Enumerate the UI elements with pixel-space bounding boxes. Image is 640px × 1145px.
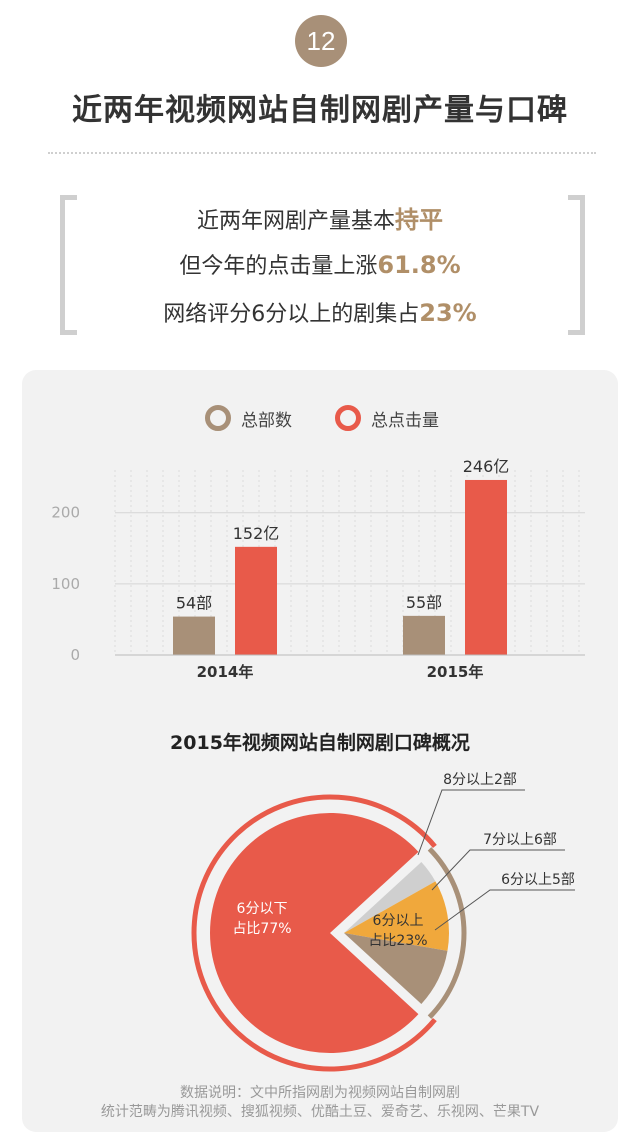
pie-group-label: 占比23% xyxy=(368,933,427,949)
pie-slice-below-6 xyxy=(210,813,419,1053)
pie-callout-label: 7分以上6部 xyxy=(483,832,557,848)
data-label: 152亿 xyxy=(233,524,280,543)
leader-line xyxy=(417,789,525,856)
pie-slice-above-7 xyxy=(344,881,450,951)
bar-clicks xyxy=(235,546,277,655)
pie-outer-ring xyxy=(191,794,437,1072)
legend-ring-icon xyxy=(205,405,231,431)
y-tick-label: 100 xyxy=(51,575,80,593)
summary-text: 近两年网剧产量基本 xyxy=(196,209,395,234)
leader-line xyxy=(431,849,565,891)
bar-chart: 0 100 200 54部 152亿 2014年 55部 246亿 2015年 xyxy=(51,457,585,681)
bar-count xyxy=(173,616,215,655)
pie-slice-above-6 xyxy=(344,933,448,1004)
pie-label: 6分以下 xyxy=(237,901,288,917)
y-tick-label: 0 xyxy=(70,646,80,664)
page-title: 近两年视频网站自制网剧产量与口碑 xyxy=(72,93,568,128)
pie-chart-title: 2015年视频网站自制网剧口碑概况 xyxy=(170,732,470,754)
data-label: 55部 xyxy=(406,593,442,612)
note-line-1: 数据说明：文中所指网剧为视频网站自制网剧 xyxy=(180,1085,460,1101)
summary-highlight: 23% xyxy=(419,299,477,327)
note-line-2: 统计范畴为腾讯视频、搜狐视频、优酷土豆、爱奇艺、乐视网、芒果TV xyxy=(100,1104,540,1120)
leader-line xyxy=(434,889,575,931)
pie-label: 占比77% xyxy=(232,921,291,937)
summary-line-3: 网络评分6分以上的剧集占23% xyxy=(0,296,640,328)
summary-text: 网络评分6分以上的剧集占 xyxy=(163,302,420,327)
legend-ring-icon xyxy=(335,405,361,431)
summary-line-1: 近两年网剧产量基本持平 xyxy=(0,200,640,235)
pie-group-label: 6分以上 xyxy=(373,913,424,929)
pie-slice-above-8 xyxy=(344,862,436,933)
summary-highlight: 61.8% xyxy=(377,251,461,279)
data-label: 54部 xyxy=(176,594,212,613)
y-tick-label: 200 xyxy=(51,504,80,522)
right-bracket xyxy=(568,195,585,335)
bar-clicks xyxy=(465,479,507,655)
x-tick-label: 2015年 xyxy=(427,663,484,681)
pie-callout-label: 8分以上2部 xyxy=(443,772,517,788)
left-bracket xyxy=(60,195,77,335)
pie-outer-ring-small xyxy=(427,847,467,1019)
legend-label: 总点击量 xyxy=(371,410,439,431)
summary-highlight: 持平 xyxy=(395,206,443,234)
section-number-badge: 12 xyxy=(295,15,347,67)
data-label: 246亿 xyxy=(463,457,510,476)
legend-label: 总部数 xyxy=(241,410,292,431)
bar-count xyxy=(403,615,445,655)
legend-item-clicks: 总点击量 xyxy=(335,405,439,431)
legend-item-count: 总部数 xyxy=(205,405,292,431)
summary-line-2: 但今年的点击量上涨61.8% xyxy=(0,248,640,280)
title-divider xyxy=(48,152,596,154)
x-tick-label: 2014年 xyxy=(197,663,254,681)
summary-text: 但今年的点击量上涨 xyxy=(179,254,378,279)
pie-callout-label: 6分以上5部 xyxy=(501,872,575,888)
